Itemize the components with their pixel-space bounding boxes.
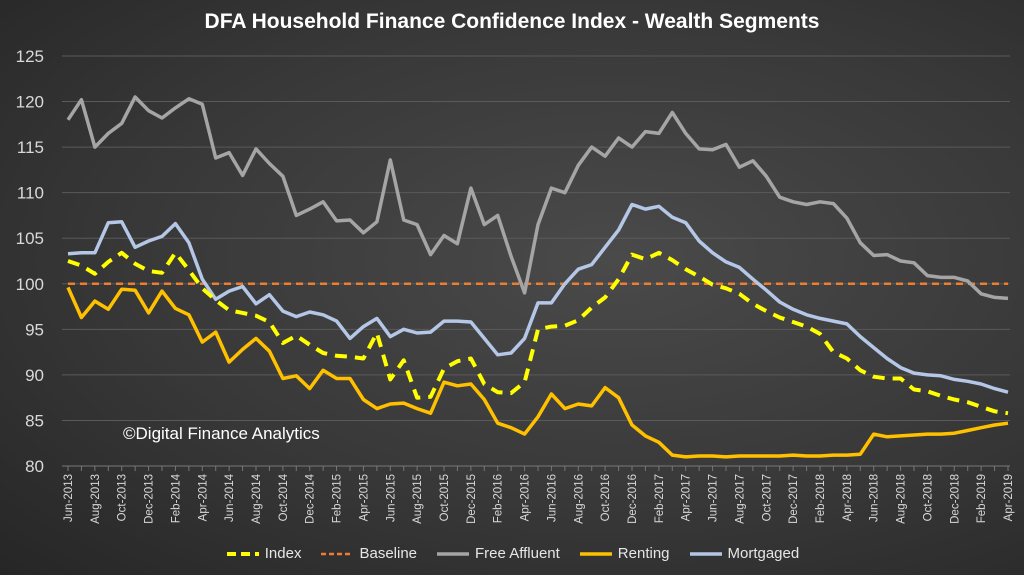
x-tick-label: Apr-2016	[520, 474, 532, 521]
x-tick-label: Feb-2015	[332, 474, 344, 523]
legend-swatch-mortgaged	[689, 551, 722, 556]
x-tick-label: Feb-2014	[170, 473, 182, 523]
x-tick-label: Feb-2018	[815, 474, 827, 523]
x-tick-label: Jun-2013	[63, 474, 75, 522]
x-tick-label: Apr-2015	[358, 474, 370, 521]
x-tick-label: Apr-2017	[681, 474, 693, 521]
x-tick-label: Dec-2013	[144, 474, 156, 524]
legend-item-renting: Renting	[578, 545, 670, 562]
x-tick-label: Dec-2017	[788, 474, 800, 524]
x-tick-label: Dec-2016	[627, 474, 639, 524]
x-tick-label: Feb-2016	[493, 474, 505, 523]
x-tick-label: Oct-2017	[761, 474, 773, 521]
legend-swatch-baseline	[321, 552, 354, 555]
x-tick-label: Aug-2015	[412, 474, 424, 524]
x-tick-label: Feb-2019	[976, 474, 988, 523]
series-line-renting	[66, 286, 1009, 459]
y-tick-label: 90	[25, 366, 44, 385]
y-tick-label: 125	[16, 47, 44, 66]
x-tick-label: Apr-2018	[842, 474, 854, 521]
legend-swatch-free-affluent	[437, 551, 470, 556]
legend: Index Baseline Free Affluent Renting Mor…	[0, 545, 1024, 562]
legend-item-index: Index	[225, 545, 301, 562]
series-line-mortgaged	[67, 202, 1009, 394]
x-tick-label: Apr-2014	[197, 473, 209, 521]
series-line-free-affluent	[66, 95, 1009, 301]
x-tick-label: Oct-2018	[922, 474, 934, 521]
x-tick-label: Apr-2019	[1003, 474, 1015, 521]
y-tick-label: 115	[17, 138, 44, 157]
x-tick-label: Aug-2013	[90, 474, 102, 524]
x-tick-label: Jun-2017	[708, 474, 720, 522]
x-tick-label: Dec-2014	[305, 473, 317, 523]
x-tick-label: Jun-2015	[385, 474, 397, 522]
copyright-annotation: ©Digital Finance Analytics	[123, 424, 320, 443]
legend-item-free-affluent: Free Affluent	[435, 545, 560, 562]
y-tick-label: 120	[16, 93, 44, 112]
y-tick-label: 105	[16, 229, 44, 248]
y-tick-label: 110	[17, 184, 44, 203]
legend-swatch-renting	[579, 551, 612, 556]
x-tick-label: Jun-2016	[546, 474, 558, 522]
x-tick-label: Jun-2018	[869, 474, 881, 522]
x-tick-label: Oct-2016	[600, 474, 612, 521]
x-tick-label: Dec-2018	[949, 474, 961, 524]
x-tick-label: Oct-2015	[439, 474, 451, 521]
y-tick-label: 100	[16, 275, 44, 294]
x-tick-label: Aug-2014	[251, 473, 263, 523]
series-line-index	[67, 250, 1009, 416]
x-tick-label: Oct-2013	[117, 474, 129, 521]
x-tick-label: Jun-2014	[224, 473, 236, 522]
legend-swatch-index	[226, 551, 259, 556]
y-tick-label: 95	[25, 320, 44, 339]
x-tick-label: Dec-2015	[466, 474, 478, 524]
legend-item-mortgaged: Mortgaged	[688, 545, 799, 562]
legend-item-baseline: Baseline	[319, 545, 417, 562]
x-tick-label: Feb-2017	[654, 474, 666, 523]
x-tick-label: Aug-2017	[734, 474, 746, 524]
x-tick-label: Aug-2016	[573, 474, 585, 524]
x-tick-label: Oct-2014	[278, 473, 290, 521]
y-tick-label: 80	[25, 457, 44, 476]
chart-title: DFA Household Finance Confidence Index -…	[204, 10, 820, 33]
y-tick-label: 85	[25, 411, 44, 430]
x-tick-label: Aug-2018	[896, 474, 908, 524]
